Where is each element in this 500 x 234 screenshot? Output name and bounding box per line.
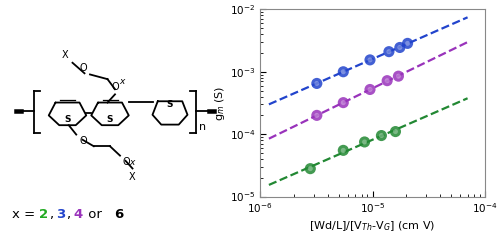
- X-axis label: [Wd/L]/[V$_{Th}$-V$_G$] (cm V): [Wd/L]/[V$_{Th}$-V$_G$] (cm V): [310, 219, 436, 233]
- Text: O: O: [122, 157, 130, 167]
- Text: n: n: [199, 122, 206, 132]
- Y-axis label: g$_m$ (S): g$_m$ (S): [213, 85, 227, 121]
- Point: [340, 101, 347, 105]
- Text: or: or: [84, 208, 106, 221]
- Point: [313, 113, 321, 117]
- Point: [396, 46, 404, 49]
- Point: [378, 134, 386, 137]
- Point: [340, 70, 347, 74]
- Point: [306, 167, 314, 171]
- Point: [366, 88, 374, 91]
- Point: [392, 130, 400, 133]
- Point: [360, 140, 368, 144]
- Point: [366, 88, 374, 91]
- Text: x: x: [119, 77, 124, 86]
- Text: X: X: [62, 50, 69, 60]
- Text: 4: 4: [74, 208, 83, 221]
- Point: [306, 167, 314, 171]
- Point: [366, 58, 374, 62]
- Point: [366, 58, 374, 62]
- Point: [394, 74, 402, 78]
- Point: [396, 46, 404, 49]
- Point: [340, 149, 347, 152]
- Point: [340, 70, 347, 74]
- Point: [360, 140, 368, 144]
- Point: [385, 50, 393, 54]
- Point: [383, 79, 391, 83]
- Text: S: S: [167, 100, 173, 110]
- Point: [392, 130, 400, 133]
- Point: [340, 149, 347, 152]
- Text: X: X: [129, 172, 136, 182]
- Point: [378, 134, 386, 137]
- Text: S: S: [64, 115, 71, 124]
- Text: O: O: [112, 82, 120, 92]
- Point: [404, 41, 411, 45]
- Point: [394, 74, 402, 78]
- Text: ,: ,: [66, 208, 70, 221]
- Point: [313, 82, 321, 85]
- Point: [385, 50, 393, 54]
- Point: [340, 101, 347, 105]
- Text: 3: 3: [56, 208, 66, 221]
- Text: x: x: [129, 158, 134, 167]
- Point: [404, 41, 411, 45]
- Text: S: S: [107, 115, 114, 124]
- Point: [313, 113, 321, 117]
- Point: [383, 79, 391, 83]
- Text: ,: ,: [49, 208, 53, 221]
- Text: O: O: [80, 136, 87, 146]
- Text: 2: 2: [39, 208, 48, 221]
- Text: 6: 6: [114, 208, 123, 221]
- Text: O: O: [80, 63, 87, 73]
- Text: x =: x =: [12, 208, 40, 221]
- Point: [313, 82, 321, 85]
